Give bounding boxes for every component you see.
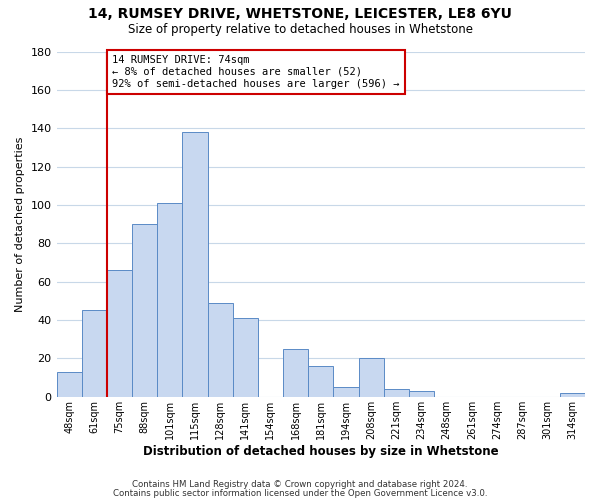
Bar [56, 372, 82, 397]
Bar [383, 389, 409, 397]
Text: Size of property relative to detached houses in Whetstone: Size of property relative to detached ho… [128, 22, 473, 36]
Bar [560, 393, 585, 397]
Bar [334, 387, 359, 397]
Text: 14 RUMSEY DRIVE: 74sqm
← 8% of detached houses are smaller (52)
92% of semi-deta: 14 RUMSEY DRIVE: 74sqm ← 8% of detached … [112, 56, 400, 88]
Bar [107, 270, 132, 397]
Bar [359, 358, 383, 397]
Bar [132, 224, 157, 397]
Text: 14, RUMSEY DRIVE, WHETSTONE, LEICESTER, LE8 6YU: 14, RUMSEY DRIVE, WHETSTONE, LEICESTER, … [88, 8, 512, 22]
Text: Contains public sector information licensed under the Open Government Licence v3: Contains public sector information licen… [113, 488, 487, 498]
Bar [82, 310, 107, 397]
Bar [157, 203, 182, 397]
Bar [409, 391, 434, 397]
Y-axis label: Number of detached properties: Number of detached properties [15, 136, 25, 312]
Bar [233, 318, 258, 397]
Text: Contains HM Land Registry data © Crown copyright and database right 2024.: Contains HM Land Registry data © Crown c… [132, 480, 468, 489]
Bar [182, 132, 208, 397]
X-axis label: Distribution of detached houses by size in Whetstone: Distribution of detached houses by size … [143, 444, 499, 458]
Bar [283, 349, 308, 397]
Bar [208, 303, 233, 397]
Bar [308, 366, 334, 397]
